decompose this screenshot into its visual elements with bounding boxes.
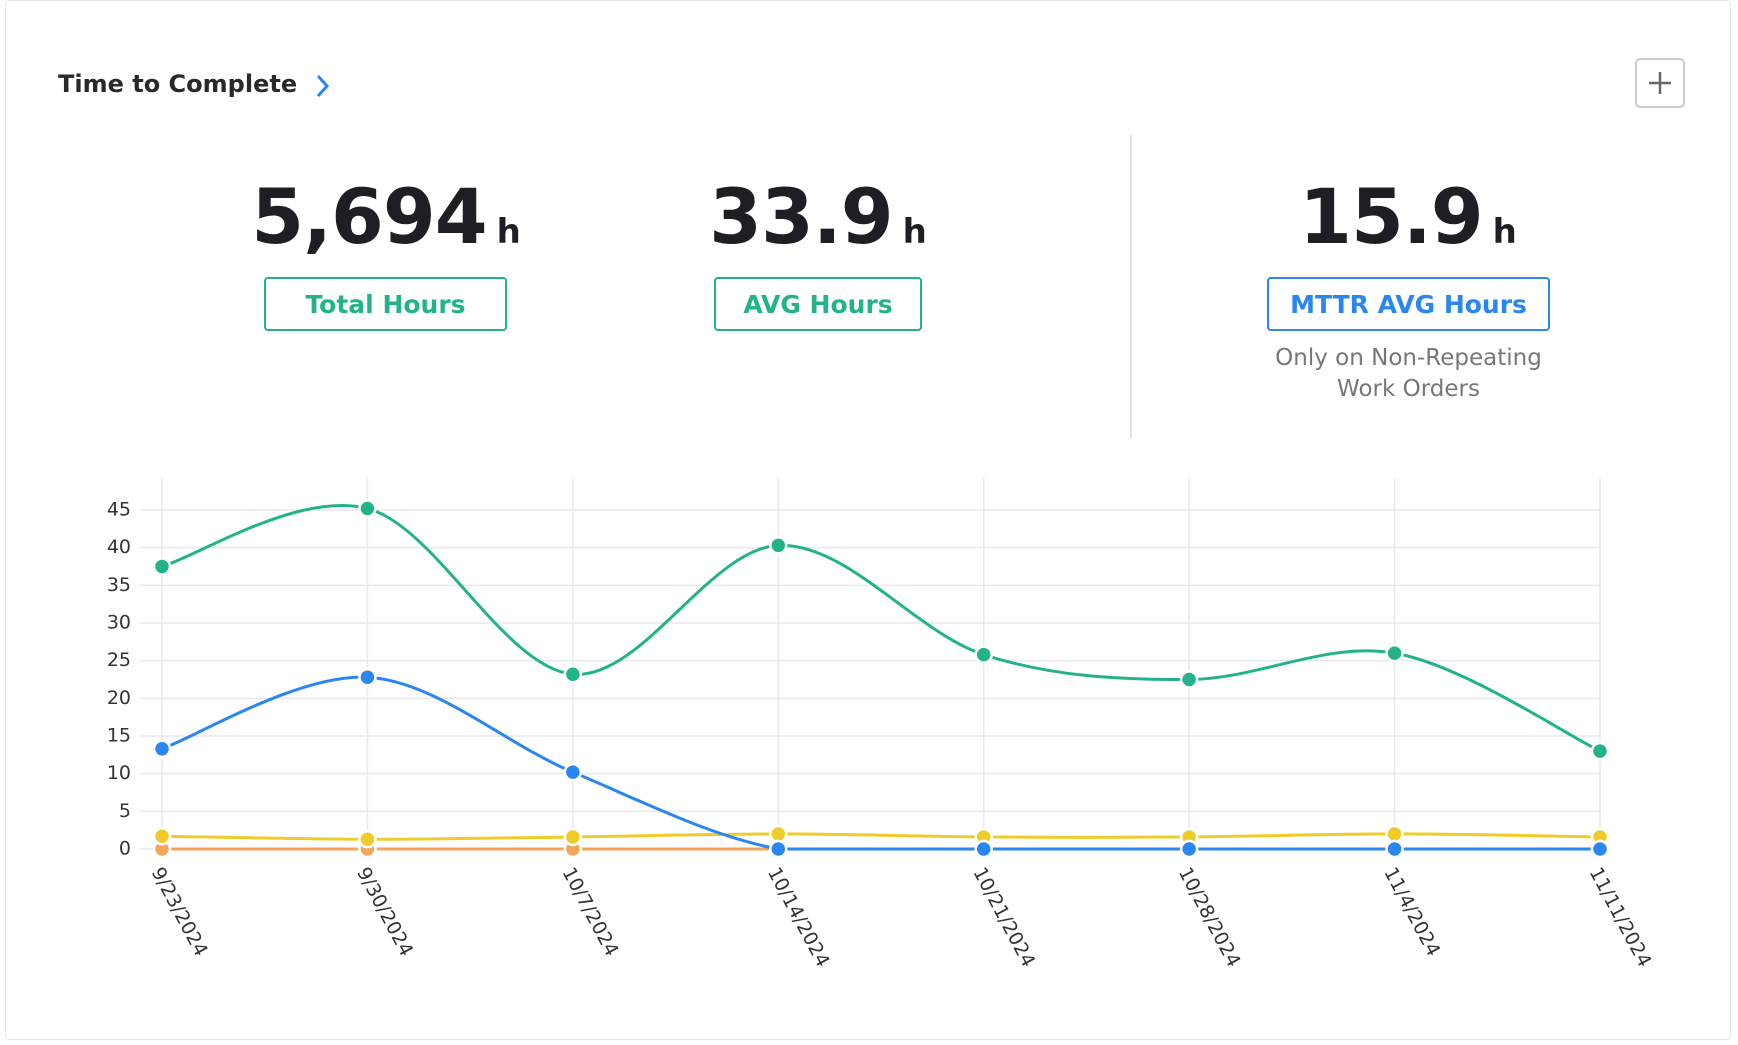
data-point <box>769 824 788 844</box>
x-tick-label: 11/11/2024 <box>1585 864 1656 971</box>
kpi-value: 15.9 h <box>1208 172 1608 261</box>
kpi-value: 5,694 h <box>186 172 586 261</box>
y-tick-label: 0 <box>119 838 131 860</box>
data-point <box>358 499 377 518</box>
data-point <box>974 839 993 859</box>
card-title[interactable]: Time to Complete <box>58 70 298 98</box>
data-point <box>974 645 993 664</box>
kpi-value: 33.9 h <box>618 172 1018 261</box>
data-point <box>1385 839 1404 859</box>
data-point <box>1385 824 1404 844</box>
data-point <box>563 664 583 684</box>
data-point <box>563 827 583 847</box>
kpi-unit: h <box>902 212 927 252</box>
y-tick-label: 10 <box>107 762 131 784</box>
y-tick-label: 20 <box>107 687 131 709</box>
x-tick-label: 10/14/2024 <box>763 864 834 971</box>
kpi-note: Work Orders <box>1337 376 1480 402</box>
data-point <box>358 667 377 687</box>
kpi-unit: h <box>1492 212 1517 252</box>
data-point <box>152 826 172 846</box>
kpi-note: Only on Non-Repeating <box>1275 345 1542 371</box>
x-tick-label: 9/30/2024 <box>352 864 417 960</box>
y-tick-label: 30 <box>107 612 131 634</box>
data-point <box>1179 839 1199 859</box>
data-point <box>1179 670 1199 689</box>
y-tick-label: 40 <box>107 536 131 558</box>
kpi-button[interactable]: MTTR AVG Hours <box>1267 277 1550 331</box>
data-point <box>358 829 377 849</box>
data-point <box>769 536 788 555</box>
card <box>5 0 1731 1040</box>
kpi-number: 5,694 <box>251 172 487 261</box>
x-tick-label: 10/21/2024 <box>968 864 1039 971</box>
kpi-button[interactable]: AVG Hours <box>714 277 922 331</box>
kpi-button[interactable]: Total Hours <box>264 277 507 331</box>
data-point <box>563 762 583 782</box>
series-line <box>161 675 1600 851</box>
chevron-icon[interactable] <box>316 74 330 98</box>
series-line <box>161 503 1601 753</box>
kpi-number: 33.9 <box>709 172 894 261</box>
y-tick-label: 15 <box>107 725 131 747</box>
data-point <box>152 739 172 759</box>
kpi-unit: h <box>496 212 521 252</box>
y-tick-label: 45 <box>107 499 131 521</box>
y-tick-label: 35 <box>107 574 131 596</box>
data-point <box>1385 643 1404 663</box>
x-tick-label: 11/4/2024 <box>1379 864 1444 960</box>
x-tick-label: 10/7/2024 <box>558 864 623 960</box>
data-point <box>1590 839 1610 859</box>
data-point <box>152 557 172 576</box>
y-tick-label: 25 <box>107 649 131 671</box>
plot: 0 5 10 15 20 25 30 35 40 45 9/23/2024 9/30/2024 10/7… <box>107 478 1656 971</box>
x-tick-label: 9/23/2024 <box>147 864 212 960</box>
series-line <box>161 832 1601 841</box>
y-tick-label: 5 <box>119 800 131 822</box>
kpi-number: 15.9 <box>1299 172 1484 261</box>
plus-icon <box>1649 72 1671 94</box>
x-tick-label: 10/28/2024 <box>1174 864 1245 971</box>
data-point <box>1590 741 1610 761</box>
data-point <box>769 839 788 859</box>
